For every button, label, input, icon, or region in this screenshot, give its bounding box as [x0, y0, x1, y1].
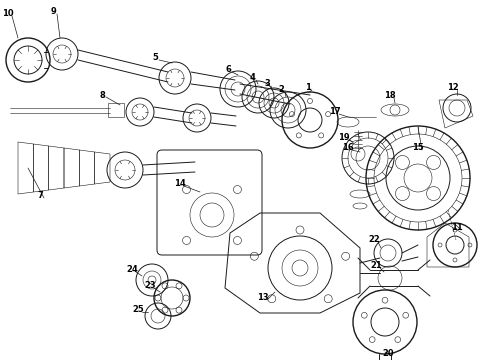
Text: 7: 7: [37, 192, 43, 201]
Text: 2: 2: [278, 85, 284, 94]
Text: 25: 25: [132, 306, 144, 315]
Text: 17: 17: [329, 108, 341, 117]
Text: 6: 6: [225, 66, 231, 75]
Text: 21: 21: [370, 261, 382, 270]
Text: 13: 13: [257, 293, 269, 302]
Text: 9: 9: [50, 8, 56, 17]
Text: 18: 18: [384, 91, 396, 100]
Text: 8: 8: [99, 90, 105, 99]
Text: 16: 16: [342, 144, 354, 153]
Text: 22: 22: [368, 235, 380, 244]
Text: 14: 14: [174, 180, 186, 189]
Text: 11: 11: [451, 224, 463, 233]
Text: 23: 23: [144, 282, 156, 291]
Text: 15: 15: [412, 144, 424, 153]
Text: 20: 20: [382, 350, 394, 359]
Text: 10: 10: [2, 9, 14, 18]
Text: 1: 1: [305, 84, 311, 93]
Text: 5: 5: [152, 54, 158, 63]
Text: 19: 19: [338, 134, 350, 143]
Text: 24: 24: [126, 266, 138, 274]
Text: 12: 12: [447, 84, 459, 93]
Text: 4: 4: [249, 73, 255, 82]
Text: 3: 3: [264, 80, 270, 89]
